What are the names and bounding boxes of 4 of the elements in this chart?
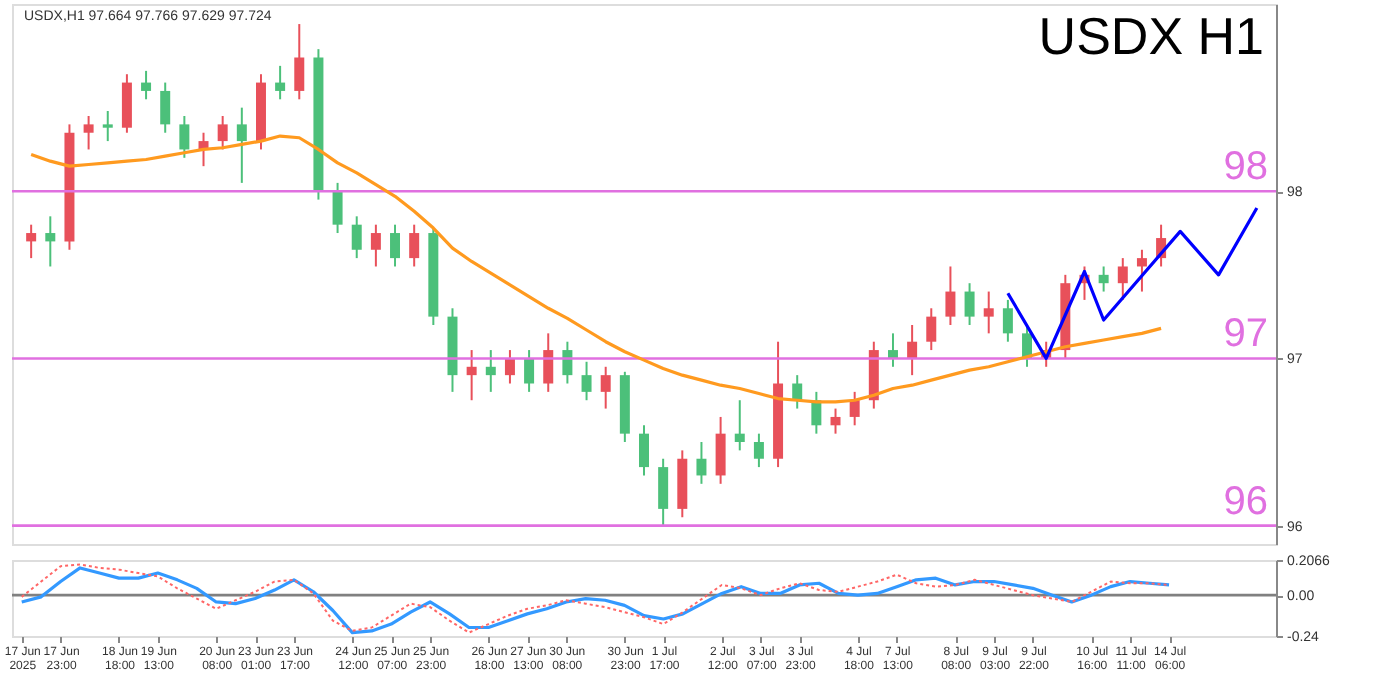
y-tick-label: 98 — [1223, 145, 1268, 190]
chart-title: USDX H1 — [1038, 6, 1264, 66]
y-tick-label: 96 — [1223, 479, 1268, 524]
y-tick-label: 97 — [1223, 312, 1268, 357]
